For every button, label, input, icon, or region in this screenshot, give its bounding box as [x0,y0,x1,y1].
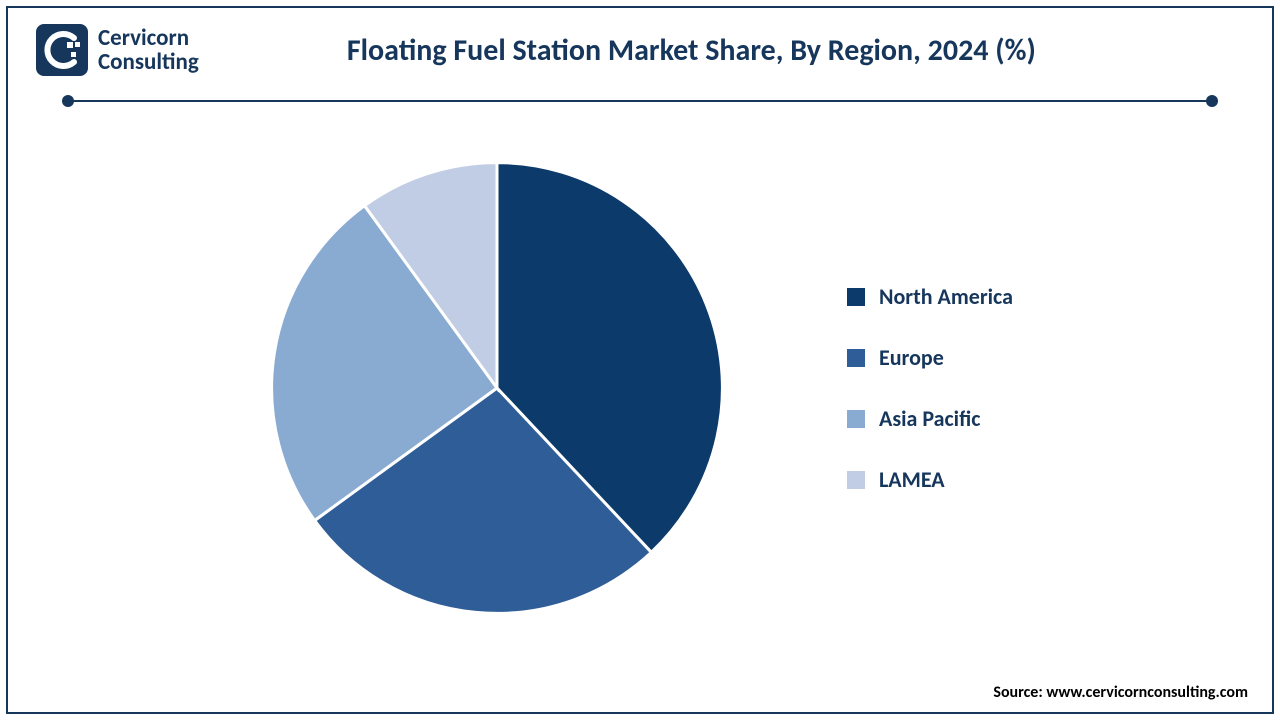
divider-dot-right [1206,95,1218,107]
brand-logo: Cervicorn Consulting [36,24,199,76]
legend-item-asia-pacific: Asia Pacific [847,405,1013,432]
legend-swatch [847,410,865,428]
legend-swatch [847,349,865,367]
divider-line [68,100,1212,102]
pie-svg [267,158,727,618]
header: Cervicorn Consulting Floating Fuel Stati… [8,8,1272,76]
divider-dot-left [62,95,74,107]
legend-label: LAMEA [879,466,945,493]
source-attribution: Source: www.cervicornconsulting.com [993,683,1248,702]
brand-name-line2: Consulting [98,50,199,74]
chart-title: Floating Fuel Station Market Share, By R… [199,32,1244,69]
source-text: www.cervicornconsulting.com [1046,683,1248,702]
legend-label: Asia Pacific [879,405,981,432]
legend-swatch [847,471,865,489]
brand-logo-text: Cervicorn Consulting [98,26,199,74]
legend-label: Europe [879,344,944,371]
brand-logo-mark [36,24,88,76]
legend: North America Europe Asia Pacific LAMEA [847,283,1013,493]
legend-label: North America [879,283,1013,310]
source-prefix: Source: [993,683,1046,702]
chart-area: North America Europe Asia Pacific LAMEA [8,128,1272,648]
legend-swatch [847,288,865,306]
legend-item-lamea: LAMEA [847,466,1013,493]
brand-logo-icon [36,24,88,76]
legend-item-north-america: North America [847,283,1013,310]
title-divider [8,76,1272,108]
pie-chart [267,158,727,618]
legend-item-europe: Europe [847,344,1013,371]
brand-name-line1: Cervicorn [98,26,199,50]
chart-frame: Cervicorn Consulting Floating Fuel Stati… [6,6,1274,714]
